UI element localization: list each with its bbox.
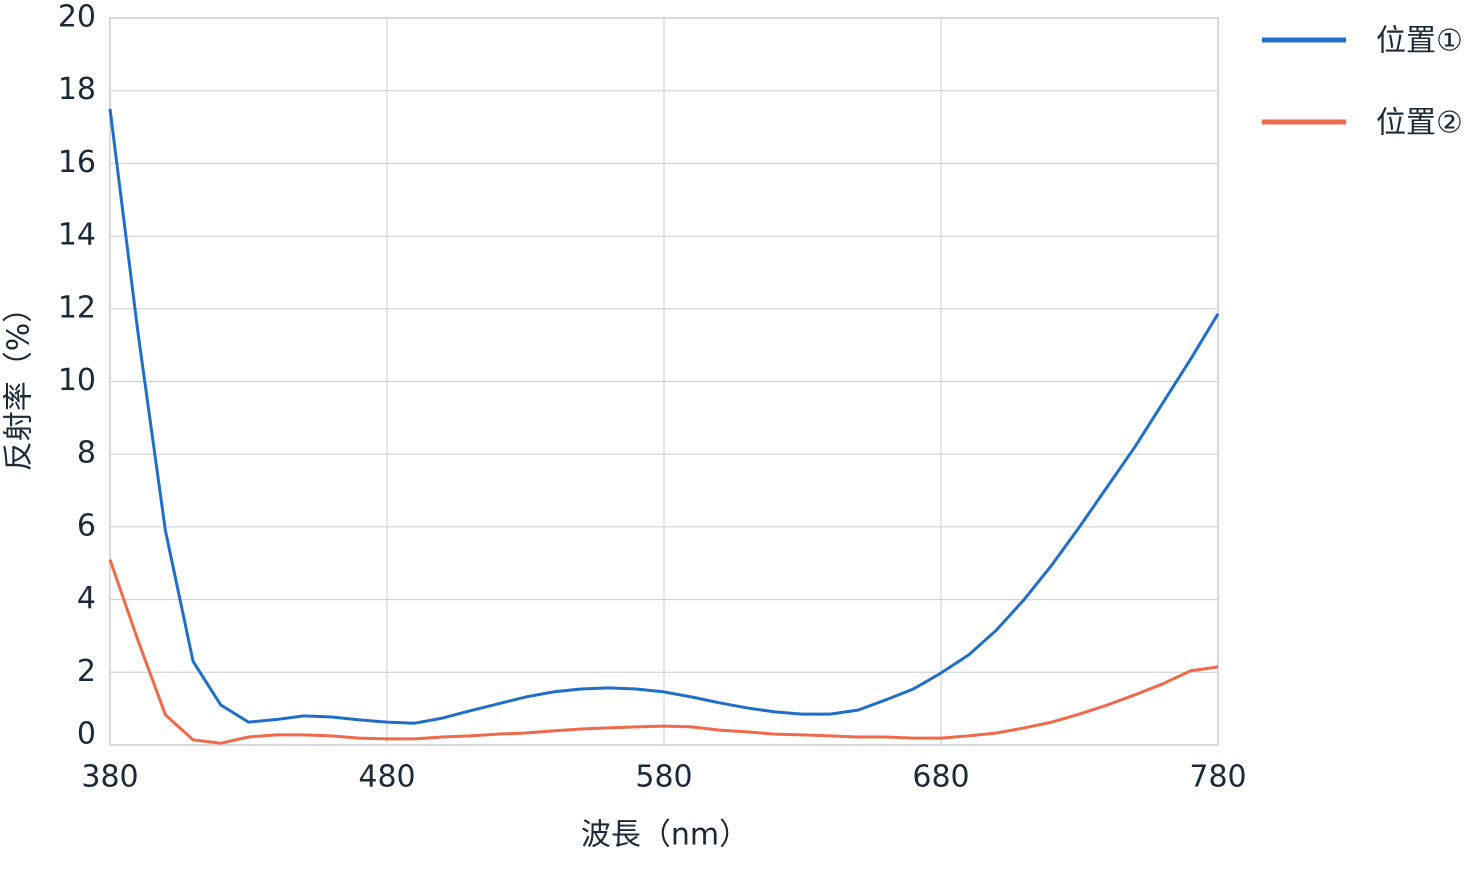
x-axis-label: 波長（nm）: [581, 818, 749, 853]
y-axis-label: 反射率（%）: [2, 293, 37, 472]
y-tick-label: 10: [58, 363, 96, 398]
x-tick-label: 480: [358, 760, 415, 795]
plot-border: [109, 17, 1219, 746]
y-tick-label: 0: [77, 717, 96, 752]
y-tick-label: 2: [77, 654, 96, 689]
legend-label: 位置②: [1376, 106, 1463, 141]
x-tick-label: 380: [81, 760, 138, 795]
y-tick-label: 14: [58, 218, 96, 253]
y-tick-label: 18: [58, 72, 96, 107]
x-tick-label: 780: [1189, 760, 1246, 795]
y-tick-label: 8: [77, 436, 96, 471]
y-tick-label: 4: [77, 581, 96, 616]
y-tick-label: 20: [58, 0, 96, 35]
y-tick-label: 16: [58, 145, 96, 180]
data-line: [108, 108, 1220, 725]
y-tick-label: 12: [58, 290, 96, 325]
x-tick-label: 580: [635, 760, 692, 795]
data-line: [108, 559, 1219, 745]
legend-label: 位置①: [1376, 24, 1463, 59]
y-tick-label: 6: [77, 508, 96, 543]
x-tick-label: 680: [912, 760, 969, 795]
